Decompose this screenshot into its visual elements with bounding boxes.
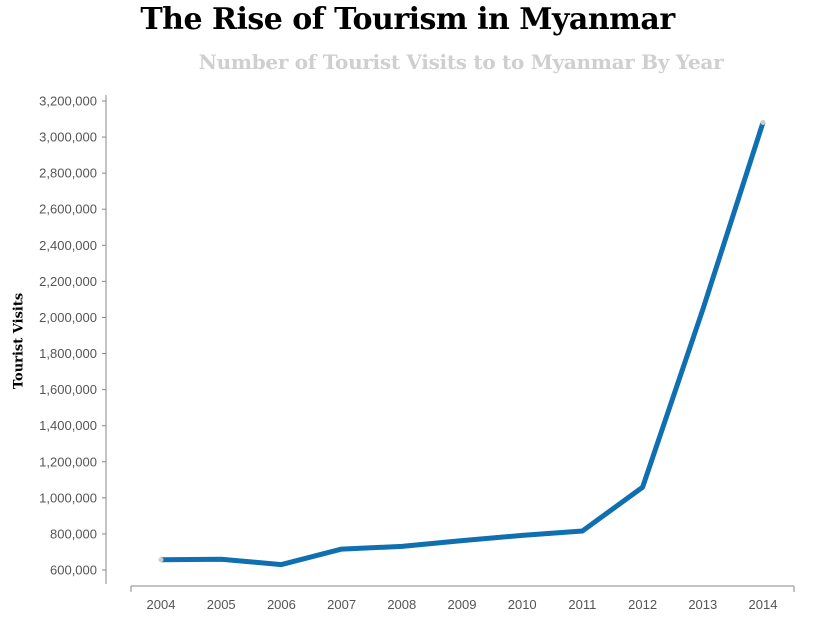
data-point [339, 547, 344, 552]
y-tick-label: 2,000,000 [39, 310, 97, 325]
data-point [640, 485, 645, 490]
y-tick-label: 1,800,000 [39, 346, 97, 361]
series-line [160, 121, 766, 568]
data-point [279, 562, 284, 567]
x-tick-label: 2011 [568, 597, 596, 612]
x-tick-label: 2014 [749, 597, 778, 612]
data-point [520, 533, 525, 538]
data-point [399, 544, 404, 549]
y-tick-label: 1,000,000 [39, 490, 97, 505]
y-tick-label: 3,200,000 [39, 94, 97, 109]
y-tick-label: 1,200,000 [39, 454, 97, 469]
y-tick-label: 1,400,000 [39, 418, 97, 433]
x-tick-label: 2004 [147, 597, 176, 612]
y-tick-label: 2,200,000 [39, 274, 97, 289]
y-axis: 600,000 800,000 1,000,000 1,200,000 1,400,00… [39, 94, 107, 584]
y-tick-label: 2,400,000 [39, 238, 97, 253]
y-tick-label: 2,800,000 [39, 166, 97, 181]
y-tick-label: 3,000,000 [39, 130, 97, 145]
x-tick-label: 2009 [448, 597, 477, 612]
x-tick-label: 2007 [327, 597, 356, 612]
x-tick-label: 2006 [267, 597, 296, 612]
series-layer [158, 119, 766, 568]
line-end-cap [158, 557, 164, 563]
line-end-cap [760, 119, 766, 125]
y-tick-label: 800,000 [50, 526, 97, 541]
chart-title: The Rise of Tourism in Myanmar [140, 2, 675, 37]
y-tick-label: 600,000 [50, 563, 97, 578]
x-tick-label: 2012 [628, 597, 657, 612]
y-tick-label: 1,600,000 [39, 382, 97, 397]
y-tick-label: 2,600,000 [39, 202, 97, 217]
chart-subtitle: Number of Tourist Visits to to Myanmar B… [198, 50, 724, 74]
data-point [580, 529, 585, 534]
data-point [700, 307, 705, 312]
data-point [219, 557, 224, 562]
x-tick-label: 2010 [508, 597, 537, 612]
x-tick-label: 2005 [207, 597, 236, 612]
x-tick-label: 2008 [387, 597, 416, 612]
x-axis: 2004 2005 2006 2007 2008 2009 2010 2011 2012 2013… [130, 585, 795, 612]
data-point [460, 538, 465, 543]
x-tick-label: 2013 [688, 597, 717, 612]
